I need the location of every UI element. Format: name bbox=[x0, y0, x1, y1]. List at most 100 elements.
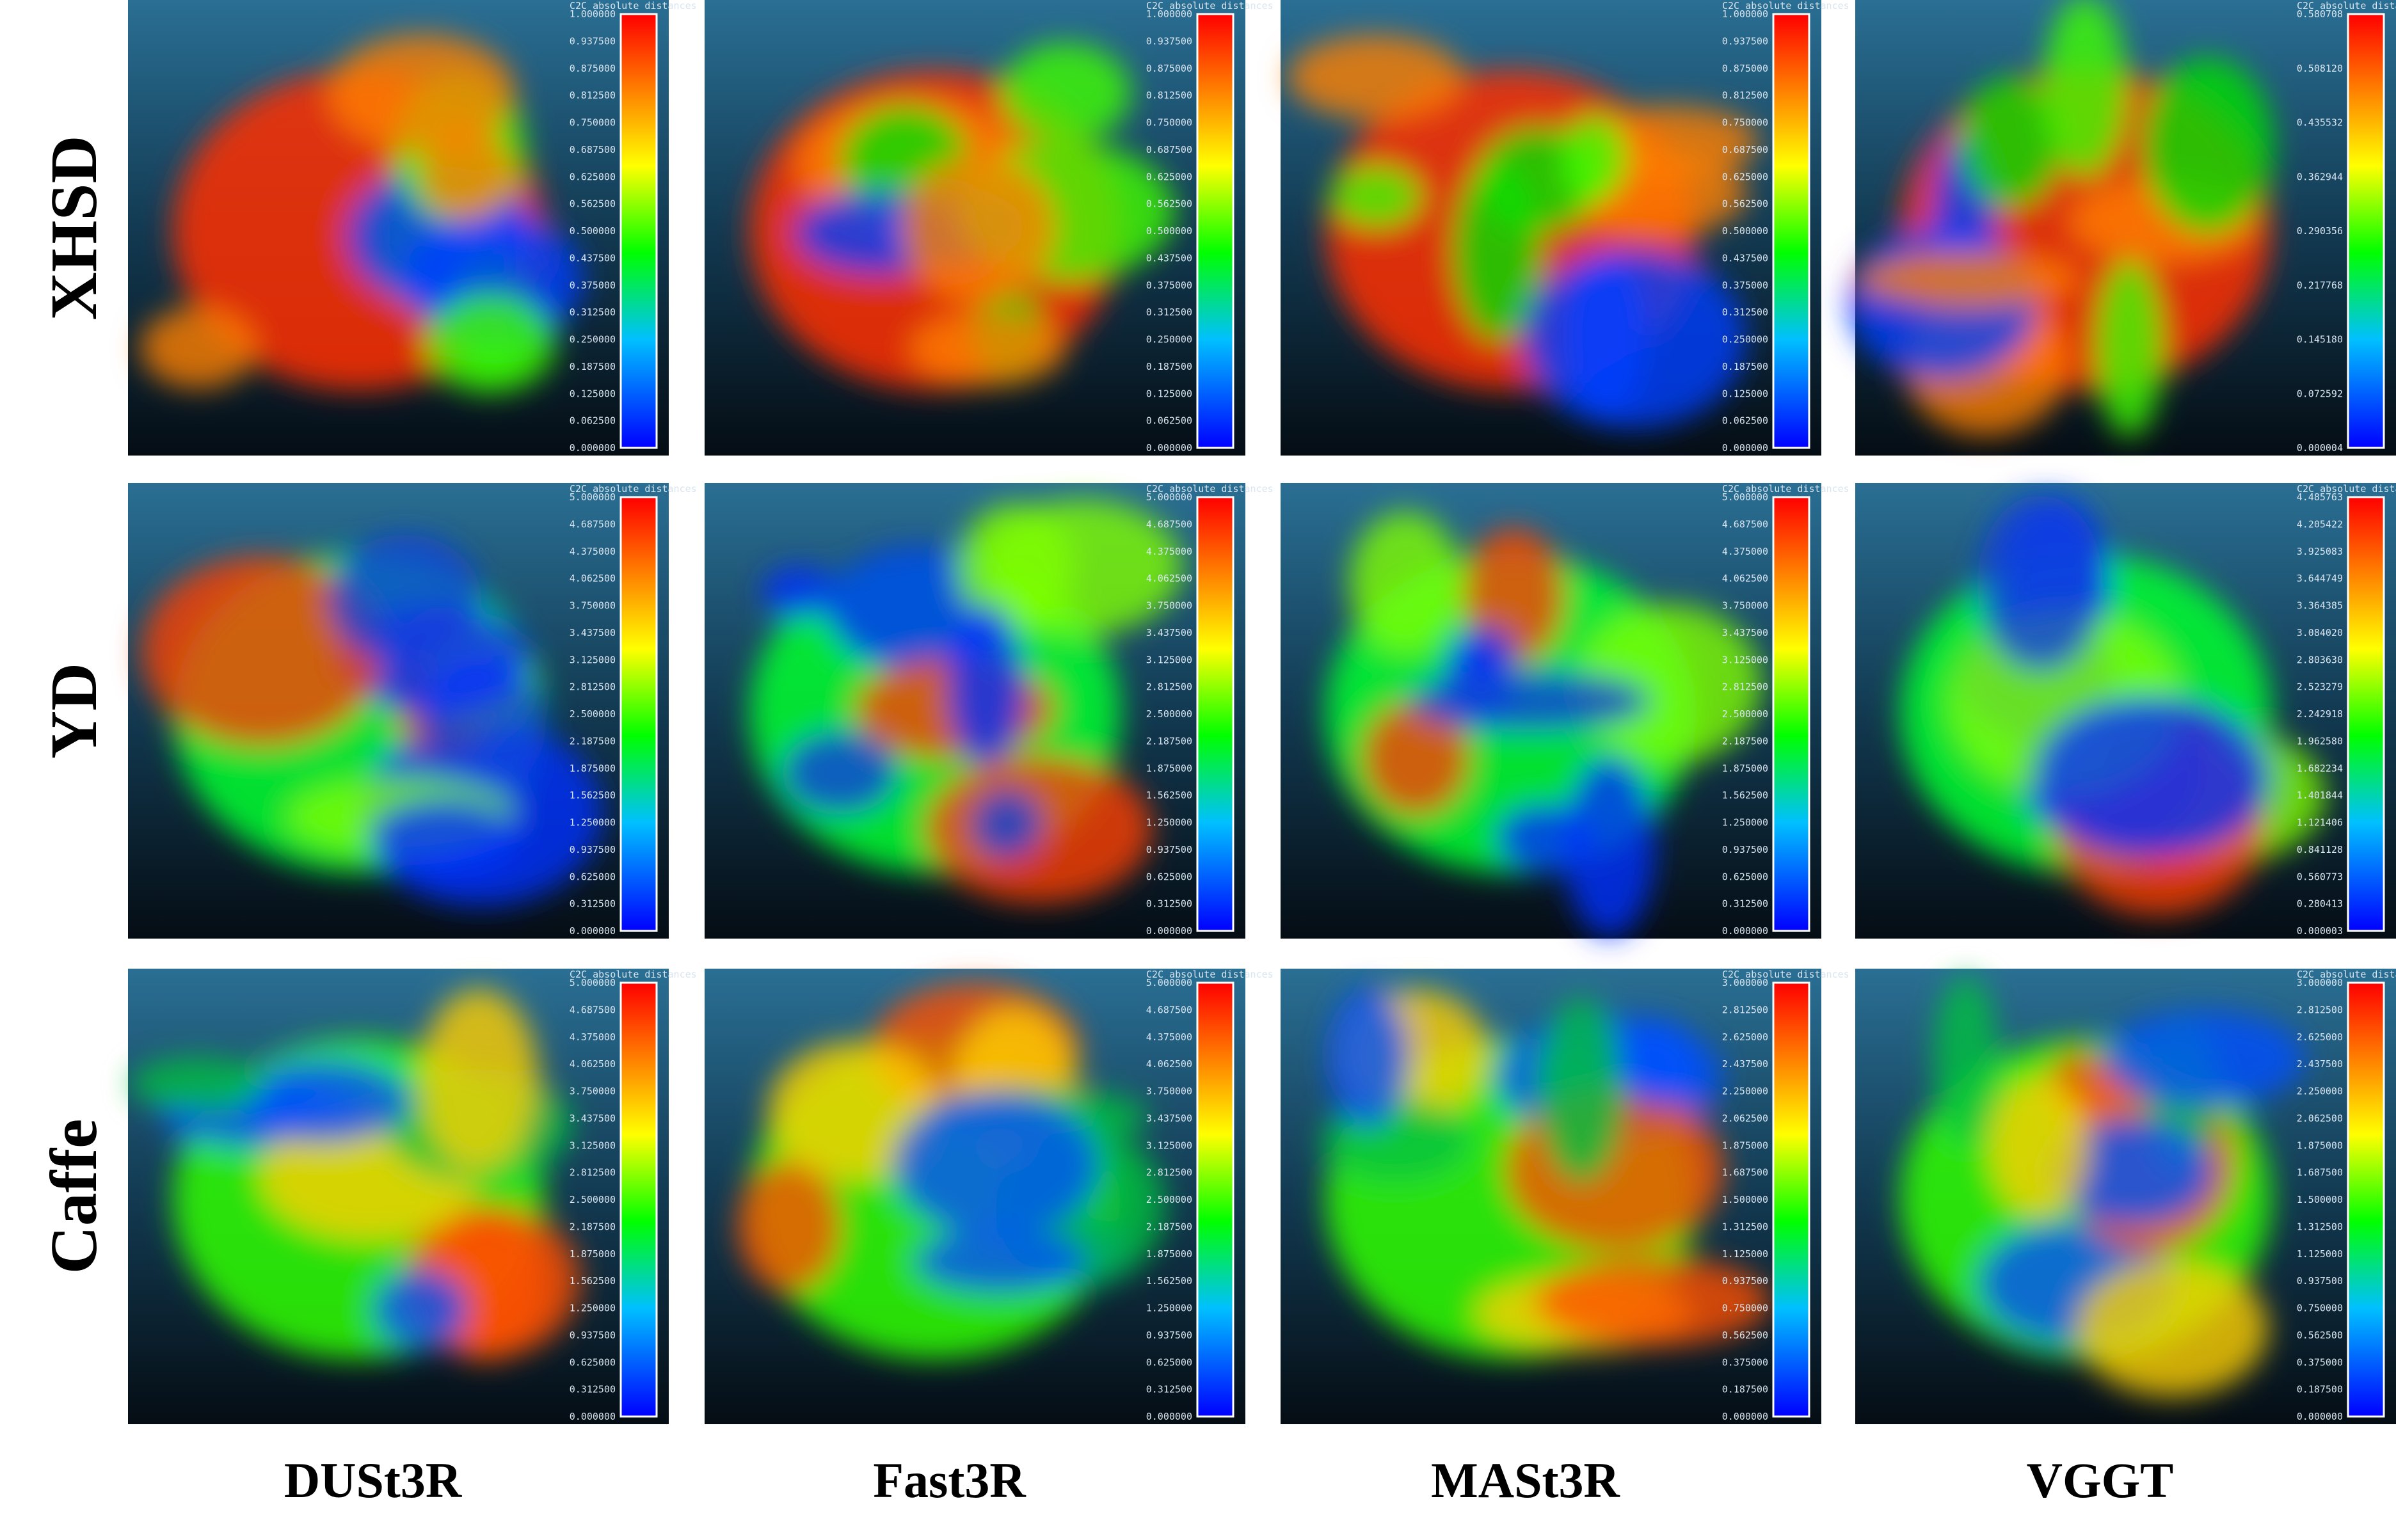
colorbar-tick-label: 0.062500 bbox=[1722, 415, 1768, 427]
colorbar-tick-label: 2.812500 bbox=[570, 1167, 616, 1179]
colorbar-tick-label: 4.687500 bbox=[570, 518, 616, 530]
colorbar-tick-label: 4.062500 bbox=[570, 1058, 616, 1070]
colorbar-tick-label: 1.562500 bbox=[1722, 790, 1768, 801]
colorbar-tick-label: 1.875000 bbox=[1722, 763, 1768, 774]
point-cloud bbox=[737, 983, 1165, 1359]
colorbar-tick-label: 1.682234 bbox=[2297, 763, 2343, 774]
colorbar-tick-label: 0.000004 bbox=[2297, 442, 2343, 454]
cloud-blob bbox=[424, 294, 556, 393]
colorbar-tick-label: 2.250000 bbox=[1722, 1086, 1768, 1097]
colorbar-tick-label: 0.625000 bbox=[570, 171, 616, 182]
colorbar bbox=[1772, 981, 1810, 1418]
colorbar-tick-label: 0.375000 bbox=[2297, 1356, 2343, 1368]
colorbar-tick-label: 0.125000 bbox=[1146, 388, 1192, 399]
colorbar-tick-label: 0.937500 bbox=[1146, 35, 1192, 47]
point-cloud bbox=[140, 34, 584, 393]
colorbar-tick-label: 2.500000 bbox=[570, 1194, 616, 1205]
column-label: DUSt3R bbox=[284, 1452, 463, 1508]
colorbar-tick-label: 0.000000 bbox=[1722, 442, 1768, 454]
colorbar-tick-label: 5.000000 bbox=[1146, 977, 1192, 988]
column-label: MASt3R bbox=[1431, 1452, 1620, 1508]
colorbar-tick-label: 3.364385 bbox=[2297, 600, 2343, 612]
colorbar-tick-label: 2.812500 bbox=[570, 681, 616, 693]
colorbar-tick-label: 0.875000 bbox=[1146, 63, 1192, 74]
point-cloud bbox=[749, 499, 1183, 903]
colorbar-tick-label: 1.562500 bbox=[570, 790, 616, 801]
point-cloud bbox=[1325, 511, 1762, 938]
colorbar bbox=[619, 981, 658, 1418]
colorbar-tick-label: 0.625000 bbox=[1722, 171, 1768, 182]
colorbar-tick-label: 4.375000 bbox=[1146, 1031, 1192, 1043]
colorbar-tick-label: 1.250000 bbox=[1146, 1303, 1192, 1314]
colorbar-tick-label: 0.562500 bbox=[1146, 198, 1192, 210]
colorbar-tick-label: 3.437500 bbox=[1146, 627, 1192, 639]
colorbar-tick-label: 1.312500 bbox=[1722, 1221, 1768, 1232]
colorbar-tick-label: 0.500000 bbox=[1722, 225, 1768, 237]
colorbar bbox=[1772, 496, 1810, 932]
cloud-blob bbox=[1453, 161, 1542, 342]
colorbar-tick-label: 0.312500 bbox=[1146, 898, 1192, 910]
colorbar bbox=[2347, 981, 2385, 1418]
colorbar-tick-label: 0.625000 bbox=[570, 1356, 616, 1368]
cloud-blob bbox=[131, 1057, 267, 1112]
colorbar-tick-label: 2.187500 bbox=[1146, 735, 1192, 747]
colorbar-tick-label: 0.937500 bbox=[2297, 1275, 2343, 1287]
colorbar-tick-label: 0.000000 bbox=[570, 442, 616, 454]
colorbar-tick-label: 0.875000 bbox=[570, 63, 616, 74]
colorbar-tick-label: 0.812500 bbox=[1722, 90, 1768, 101]
colorbar-tick-label: 3.750000 bbox=[1146, 600, 1192, 612]
panel: C2C absolute distances 0.000000 0.062500 0.… bbox=[705, 0, 1274, 456]
colorbar-tick-label: 0.625000 bbox=[570, 871, 616, 882]
colorbar-tick-label: 3.125000 bbox=[570, 654, 616, 665]
colorbar-tick-label: 4.687500 bbox=[570, 1004, 616, 1015]
point-cloud bbox=[1321, 988, 1770, 1359]
cloud-blob bbox=[370, 799, 521, 877]
cloud-blob bbox=[1855, 251, 2080, 308]
colorbar-tick-label: 0.250000 bbox=[1722, 334, 1768, 345]
colorbar-title: C2C absolute distances bbox=[2297, 969, 2396, 980]
colorbar bbox=[1196, 496, 1234, 932]
cloud-blob bbox=[981, 499, 1183, 635]
panel: C2C absolute distances 0.000003 0.280413 0.… bbox=[1855, 483, 2396, 939]
point-cloud bbox=[1288, 35, 1759, 429]
colorbar-tick-label: 0.687500 bbox=[1722, 144, 1768, 155]
colorbar-tick-label: 0.937500 bbox=[570, 844, 616, 855]
colorbar-tick-label: 0.560773 bbox=[2297, 871, 2343, 882]
colorbar-title: C2C absolute distances bbox=[1722, 969, 1849, 980]
colorbar-tick-label: 3.437500 bbox=[1146, 1113, 1192, 1124]
colorbar-tick-label: 0.687500 bbox=[1146, 144, 1192, 155]
colorbar-tick-label: 2.437500 bbox=[1722, 1058, 1768, 1070]
colorbar-tick-label: 0.562500 bbox=[1722, 198, 1768, 210]
cloud-blob bbox=[2052, 1119, 2214, 1225]
colorbar-tick-label: 0.000000 bbox=[1722, 925, 1768, 937]
colorbar-tick-label: 0.000000 bbox=[1722, 1411, 1768, 1422]
colorbar-tick-label: 2.187500 bbox=[570, 735, 616, 747]
panel: C2C absolute distances 0.000000 0.062500 0.… bbox=[1281, 0, 1849, 456]
colorbar-tick-label: 0.187500 bbox=[2297, 1384, 2343, 1395]
colorbar-tick-label: 1.875000 bbox=[1722, 1139, 1768, 1151]
colorbar-tick-label: 3.750000 bbox=[1146, 1086, 1192, 1097]
colorbar-tick-label: 0.280413 bbox=[2297, 898, 2343, 910]
colorbar-title: C2C absolute distances bbox=[570, 0, 697, 12]
cloud-blob bbox=[2095, 259, 2164, 438]
panel: C2C absolute distances 0.000000 0.312500 0.… bbox=[128, 969, 697, 1424]
cloud-blob bbox=[1576, 604, 1762, 765]
colorbar-tick-label: 4.062500 bbox=[1146, 573, 1192, 584]
point-cloud bbox=[1848, 0, 2274, 438]
colorbar-tick-label: 3.437500 bbox=[570, 1113, 616, 1124]
colorbar-tick-label: 0.500000 bbox=[1146, 225, 1192, 237]
colorbar-tick-label: 2.812500 bbox=[1146, 1167, 1192, 1179]
colorbar-tick-label: 0.000000 bbox=[1146, 442, 1192, 454]
colorbar-tick-label: 0.937500 bbox=[1722, 35, 1768, 47]
cloud-blob bbox=[1522, 249, 1746, 429]
cloud-blob bbox=[971, 789, 1042, 860]
colorbar-tick-label: 1.125000 bbox=[1722, 1248, 1768, 1260]
colorbar bbox=[619, 13, 658, 449]
colorbar-tick-label: 1.250000 bbox=[570, 1303, 616, 1314]
colorbar-tick-label: 0.000000 bbox=[570, 925, 616, 937]
colorbar-tick-label: 0.375000 bbox=[1722, 1356, 1768, 1368]
colorbar bbox=[1196, 981, 1234, 1418]
colorbar-tick-label: 0.625000 bbox=[1146, 871, 1192, 882]
colorbar-tick-label: 0.187500 bbox=[1722, 1384, 1768, 1395]
cloud-blob bbox=[1330, 165, 1422, 228]
